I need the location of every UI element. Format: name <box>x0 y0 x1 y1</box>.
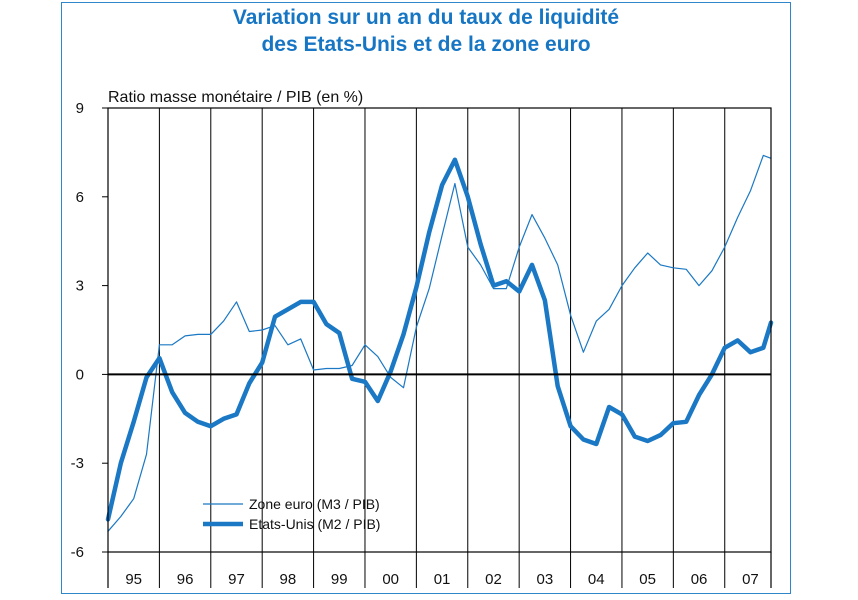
y-tick-label: 3 <box>76 278 84 295</box>
x-tick-label: 95 <box>125 571 142 588</box>
x-tick-label: 03 <box>537 571 554 588</box>
x-tick-label: 06 <box>691 571 708 588</box>
y-tick-label: 0 <box>76 366 84 383</box>
y-axis-label: Ratio masse monétaire / PIB (en %) <box>108 89 363 106</box>
chart-frame <box>61 2 791 594</box>
plot-area-border <box>107 107 772 553</box>
chart-title-line-2: des Etats-Unis et de la zone euro <box>261 33 591 56</box>
grid-lines <box>158 108 726 588</box>
series-line-zone-euro <box>107 154 772 532</box>
y-tick-label: 9 <box>76 100 84 117</box>
x-tick-label: 04 <box>588 571 605 588</box>
x-tick-label: 97 <box>228 571 245 588</box>
y-tick-label: -6 <box>71 544 84 561</box>
x-tick-label: 01 <box>434 571 451 588</box>
x-tick-label: 98 <box>280 571 297 588</box>
x-tick-label: 07 <box>742 571 759 588</box>
chart-title-line-1: Variation sur un an du taux de liquidité <box>232 6 620 29</box>
axes <box>102 107 772 588</box>
legend-label-etats-unis: Etats-Unis (M2 / PIB) <box>249 516 380 532</box>
x-tick-label: 99 <box>331 571 348 588</box>
legend: Zone euro (M3 / PIB) Etats-Unis (M2 / PI… <box>203 496 380 532</box>
x-tick-label: 02 <box>485 571 502 588</box>
y-tick-label: 6 <box>76 189 84 206</box>
x-tick-label: 00 <box>382 571 399 588</box>
series-lines <box>105 154 774 532</box>
x-tick-label: 96 <box>177 571 194 588</box>
x-tick-label: 05 <box>639 571 656 588</box>
series-line-etats-unis <box>105 157 774 522</box>
legend-label-zone-euro: Zone euro (M3 / PIB) <box>249 496 380 512</box>
chart-title: Variation sur un an du taux de liquidité… <box>61 4 791 58</box>
y-tick-label: -3 <box>71 455 84 472</box>
